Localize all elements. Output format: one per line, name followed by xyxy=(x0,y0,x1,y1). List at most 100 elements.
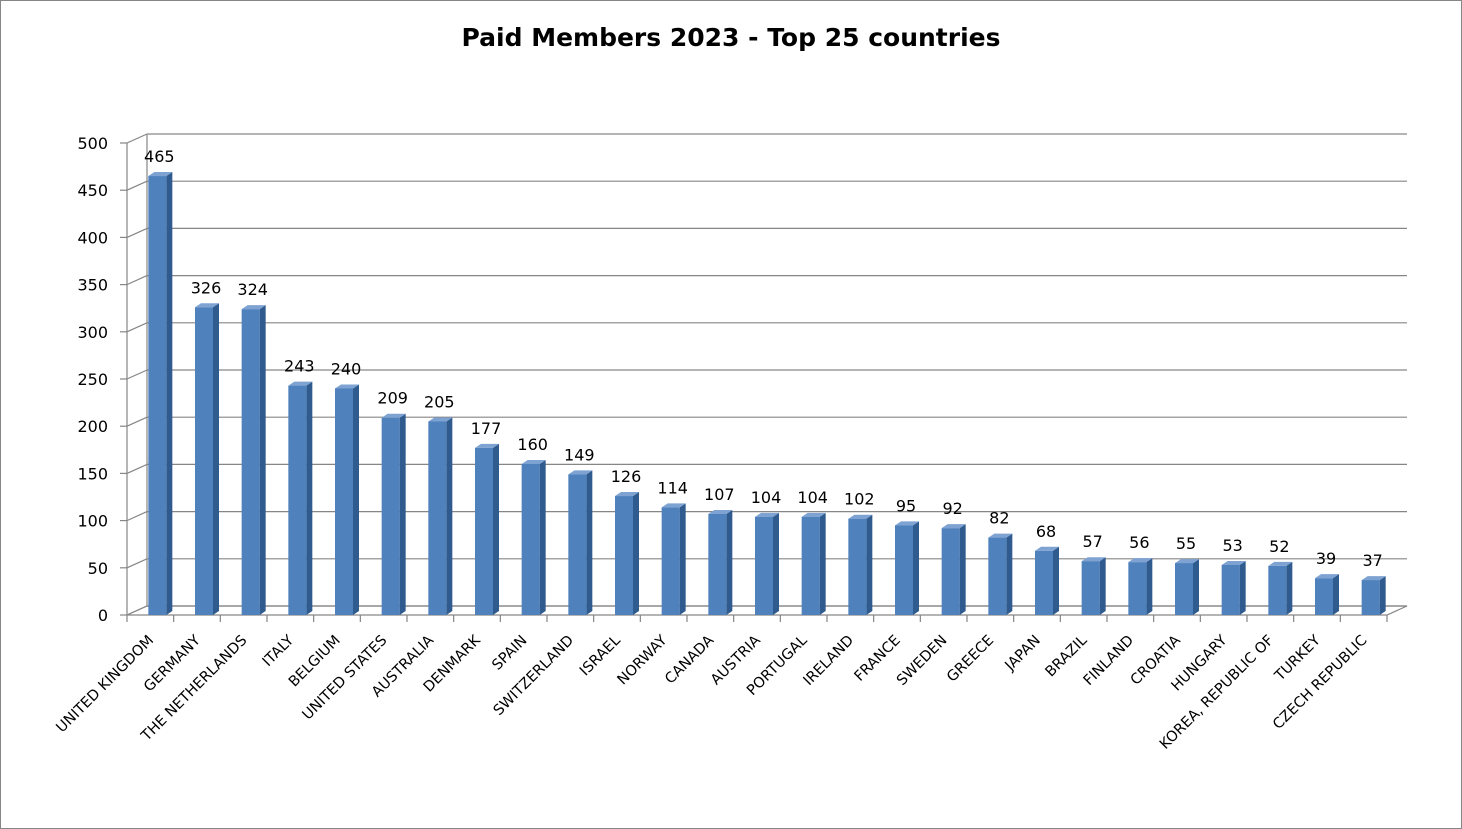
bar-top xyxy=(241,305,266,310)
bar xyxy=(801,516,820,615)
bar-side xyxy=(166,172,173,616)
data-label: 114 xyxy=(657,478,688,497)
bar-side xyxy=(1286,561,1293,615)
category-label: ISRAEL xyxy=(577,633,624,680)
bar-side xyxy=(866,514,873,615)
data-label: 149 xyxy=(564,445,595,464)
bar xyxy=(755,516,773,615)
bar-top xyxy=(755,512,779,517)
bar xyxy=(1035,550,1053,615)
gridline-depth xyxy=(126,322,148,333)
y-tick-label: 350 xyxy=(77,276,108,295)
data-label: 37 xyxy=(1362,551,1382,570)
category-label: IRELAND xyxy=(801,633,857,689)
bar xyxy=(148,176,167,616)
bar-side xyxy=(446,417,453,615)
data-label: 53 xyxy=(1222,536,1242,555)
gridline-depth xyxy=(126,511,148,522)
bar-side xyxy=(306,381,313,615)
data-label: 104 xyxy=(797,488,828,507)
bar-side xyxy=(633,492,639,615)
bar-side xyxy=(1006,533,1013,615)
bar xyxy=(988,537,1007,615)
bar-side xyxy=(1333,574,1339,615)
y-tick-label: 250 xyxy=(77,370,108,389)
data-label: 56 xyxy=(1129,533,1149,552)
category-label: ITALY xyxy=(260,632,298,670)
bar-top xyxy=(1268,561,1293,566)
bar-side xyxy=(213,303,219,615)
bar-top xyxy=(148,172,173,177)
bar xyxy=(335,388,353,615)
bar-top xyxy=(1221,560,1246,565)
data-label: 102 xyxy=(844,490,875,509)
gridline-depth xyxy=(126,416,148,427)
data-label: 326 xyxy=(191,278,222,297)
category-label: JAPAN xyxy=(1002,633,1044,675)
y-tick-label: 500 xyxy=(77,134,108,153)
bar xyxy=(288,385,307,615)
bar-side xyxy=(1146,558,1153,615)
bar-side xyxy=(1053,546,1059,615)
category-label: GREECE xyxy=(944,633,997,686)
bar-top xyxy=(521,459,546,464)
data-label: 107 xyxy=(704,485,735,504)
data-label: 82 xyxy=(989,509,1009,528)
bar xyxy=(941,528,960,615)
bar-top xyxy=(941,524,966,529)
bar xyxy=(708,513,727,615)
bar xyxy=(1268,565,1287,615)
bar-top xyxy=(288,381,313,386)
bar xyxy=(1221,564,1240,615)
bar-top xyxy=(428,417,453,422)
bar-side xyxy=(539,459,546,615)
gridline-depth xyxy=(126,463,148,474)
bar-top xyxy=(1315,574,1339,579)
data-label: 104 xyxy=(751,488,782,507)
data-label: 68 xyxy=(1036,522,1056,541)
category-label: SWITZERLAND xyxy=(491,633,577,719)
y-tick-label: 150 xyxy=(77,464,108,483)
bar-side xyxy=(1099,557,1106,615)
category-label: FINLAND xyxy=(1081,633,1137,689)
bar-top xyxy=(1128,558,1153,563)
bar-top xyxy=(568,470,593,475)
data-label: 324 xyxy=(237,280,268,299)
data-label: 55 xyxy=(1176,534,1196,553)
y-tick-label: 450 xyxy=(77,181,108,200)
category-label: UNITED STATES xyxy=(300,633,391,724)
gridline-depth xyxy=(126,275,148,286)
bar-side xyxy=(726,509,733,615)
bar xyxy=(568,474,587,615)
bar-side xyxy=(399,413,406,615)
bar-top xyxy=(335,384,359,389)
data-label: 39 xyxy=(1316,549,1336,568)
bar-top xyxy=(475,443,499,448)
data-label: 243 xyxy=(284,357,315,376)
gridline-depth xyxy=(126,558,148,569)
bar xyxy=(241,309,260,615)
y-tick-label: 100 xyxy=(77,512,108,531)
bar xyxy=(895,525,913,615)
gridline-depth xyxy=(126,133,148,144)
bar-top xyxy=(1361,576,1386,581)
bar-side xyxy=(1379,576,1386,615)
category-label: SWEDEN xyxy=(894,633,950,689)
bar-side xyxy=(959,524,966,615)
y-tick-label: 400 xyxy=(77,228,108,247)
bar-top xyxy=(708,509,733,514)
bar xyxy=(1361,580,1380,615)
gridline-depth xyxy=(126,180,148,191)
data-label: 177 xyxy=(471,419,502,438)
bar xyxy=(615,496,633,615)
bar-side xyxy=(679,503,686,615)
bar-top xyxy=(615,492,639,497)
bar-side xyxy=(353,384,359,615)
category-label: CZECH REPUBLIC xyxy=(1270,633,1370,733)
bar-side xyxy=(819,512,826,615)
bar-top xyxy=(381,413,406,418)
data-label: 52 xyxy=(1269,537,1289,556)
bar-top xyxy=(1175,559,1199,564)
